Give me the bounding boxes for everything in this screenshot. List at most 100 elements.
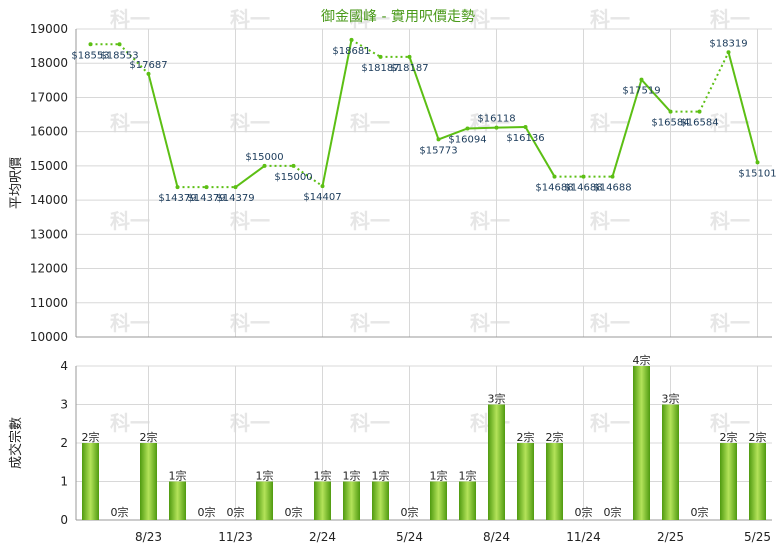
price-line-segment (640, 79, 672, 113)
price-point (175, 185, 180, 190)
watermark-text: 科一 (590, 111, 630, 135)
x-tick-label: 5/25 (744, 530, 771, 544)
volume-y-tick-label: 4 (60, 359, 68, 373)
watermark-text: 科一 (230, 111, 270, 135)
price-point (755, 160, 760, 165)
volume-bar (343, 481, 360, 520)
price-data-label: $14688 (564, 183, 602, 194)
x-tick-label: 8/24 (483, 530, 510, 544)
watermark-text: 科一 (470, 111, 510, 135)
price-data-label: $16094 (448, 134, 486, 145)
volume-data-label: 2宗 (82, 430, 100, 444)
price-data-label: $16118 (477, 114, 515, 125)
volume-data-label: 1宗 (169, 469, 187, 483)
price-line-segment (611, 79, 643, 177)
price-series (90, 39, 759, 189)
price-data-label: $15101 (738, 168, 776, 179)
price-point (291, 163, 296, 168)
x-tick-label: 11/24 (566, 530, 601, 544)
price-data-label: $14688 (593, 183, 631, 194)
price-point (88, 42, 93, 47)
price-line-segment (350, 39, 382, 58)
volume-bar (662, 404, 679, 520)
volume-data-label: 2宗 (140, 430, 158, 444)
volume-data-label: 0宗 (691, 505, 709, 519)
price-point (465, 126, 470, 131)
volume-bar (488, 404, 505, 520)
price-y-tick-label: 15000 (30, 159, 68, 173)
price-point (262, 163, 267, 168)
watermark-text: 科一 (230, 411, 270, 435)
volume-bar (256, 481, 273, 520)
price-y-tick-label: 17000 (30, 90, 68, 104)
watermark-text: 科一 (470, 311, 510, 335)
volume-y-tick-label: 0 (60, 513, 68, 527)
volume-bar (140, 443, 157, 520)
watermark-text: 科一 (710, 311, 750, 335)
price-data-label: $18187 (361, 63, 399, 74)
watermark-text: 科一 (590, 311, 630, 335)
watermark-text: 科一 (590, 209, 630, 233)
watermark-text: 科一 (590, 7, 630, 31)
volume-data-label: 1宗 (430, 469, 448, 483)
watermark-text: 科一 (590, 411, 630, 435)
watermark-text: 科一 (230, 311, 270, 335)
watermark-text: 科一 (110, 311, 150, 335)
price-point (581, 174, 586, 179)
volume-data-label: 1宗 (314, 469, 332, 483)
price-point (494, 125, 499, 130)
price-point (639, 77, 644, 82)
price-point (233, 185, 238, 190)
price-point (726, 50, 731, 55)
volume-bar (372, 481, 389, 520)
price-point (407, 54, 412, 59)
price-labels: $18553$18553$17687$14379$14379$14379$150… (71, 38, 776, 204)
price-data-label: $18319 (709, 38, 747, 49)
price-point (320, 184, 325, 189)
price-line-segment (438, 127, 468, 141)
x-tick-label: 11/23 (218, 530, 253, 544)
volume-bar (720, 443, 737, 520)
watermark-text: 科一 (110, 111, 150, 135)
price-line-segment (698, 51, 730, 113)
volume-bars (82, 366, 766, 520)
price-point (668, 109, 673, 114)
volume-data-label: 4宗 (633, 353, 651, 367)
price-y-axis: 10000 11000 12000 13000 14000 15000 16000 17000… (30, 22, 68, 344)
watermark-text: 科一 (350, 209, 390, 233)
watermark-text: 科一 (230, 7, 270, 31)
x-axis: 8/23 11/23 2/24 5/24 8/24 11/24 2/25 5/25 (135, 530, 771, 544)
price-data-label: $16584 (680, 118, 718, 129)
volume-data-label: 0宗 (198, 505, 216, 519)
watermark-text: 科一 (110, 411, 150, 435)
volume-data-label: 3宗 (662, 392, 680, 406)
price-line-segment (467, 126, 497, 130)
watermark-text: 科一 (350, 411, 390, 435)
watermark-text: 科一 (230, 209, 270, 233)
watermark-text: 科一 (470, 209, 510, 233)
volume-bar (169, 481, 186, 520)
volume-y-axis-label: 成交宗數 (8, 417, 24, 469)
volume-data-label: 0宗 (227, 505, 245, 519)
price-data-label: $14407 (303, 192, 341, 203)
volume-data-label: 0宗 (111, 505, 129, 519)
price-y-tick-label: 16000 (30, 125, 68, 139)
price-data-label: $15773 (419, 145, 457, 156)
volume-chart-grid (75, 365, 772, 521)
price-point (349, 37, 354, 42)
price-data-label: $18681 (332, 46, 370, 57)
watermark-text: 科一 (710, 209, 750, 233)
price-data-label: $17687 (129, 60, 167, 71)
price-data-label: $15000 (274, 172, 312, 183)
volume-bar (749, 443, 766, 520)
price-points (88, 37, 760, 190)
price-y-tick-label: 13000 (30, 227, 68, 241)
price-data-label: $16584 (651, 118, 689, 129)
watermark-text: 科一 (470, 7, 510, 31)
price-data-label: $14688 (535, 183, 573, 194)
price-line-segment (727, 52, 759, 163)
volume-y-axis: 0 1 2 3 4 (60, 359, 68, 527)
watermark-text: 科一 (350, 111, 390, 135)
price-data-label: $18553 (100, 50, 138, 61)
